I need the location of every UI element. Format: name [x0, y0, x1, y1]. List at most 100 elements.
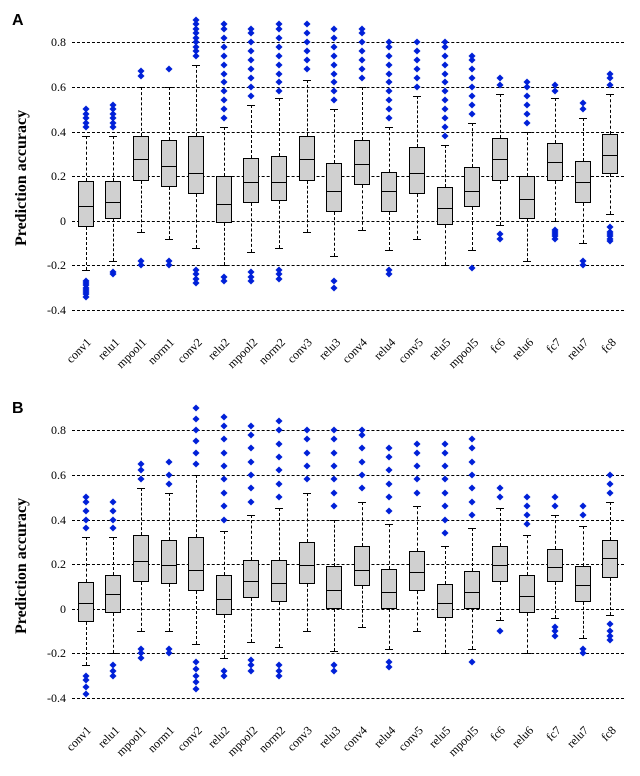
gridline	[72, 520, 624, 521]
outlier-point	[331, 52, 338, 59]
whisker-cap	[579, 526, 587, 527]
outlier-point	[82, 690, 89, 697]
outlier-point	[275, 43, 282, 50]
outlier-point	[82, 507, 89, 514]
whisker-cap	[385, 524, 393, 525]
outlier-point	[441, 79, 448, 86]
whisker-cap	[192, 248, 200, 249]
median-line	[410, 173, 424, 174]
whisker	[555, 181, 556, 221]
panel-label: A	[12, 12, 24, 30]
x-tick-label: fc6	[488, 723, 509, 744]
y-axis-label: Prediction accuracy	[13, 474, 31, 634]
box	[243, 560, 259, 598]
x-axis-labels: conv1relu1mpool1norm1conv2relu2mpool2nor…	[72, 312, 624, 360]
whisker-cap	[551, 98, 559, 99]
box	[216, 176, 232, 223]
plot-area	[72, 20, 624, 310]
whisker-cap	[358, 627, 366, 628]
outlier-point	[110, 101, 117, 108]
outlier-point	[413, 489, 420, 496]
whisker-cap	[165, 239, 173, 240]
outlier-point	[386, 79, 393, 86]
whisker-cap	[330, 109, 338, 110]
median-line	[493, 565, 507, 566]
whisker	[472, 528, 473, 570]
whisker	[251, 598, 252, 643]
outlier-point	[579, 99, 586, 106]
outlier-point	[358, 48, 365, 55]
outlier-point	[579, 650, 586, 657]
box	[299, 542, 315, 584]
whisker	[417, 194, 418, 239]
y-tick-label: 0.4	[36, 125, 66, 140]
box	[188, 136, 204, 194]
whisker	[583, 118, 584, 160]
gridline	[72, 221, 624, 222]
whisker	[445, 225, 446, 265]
whisker	[417, 591, 418, 631]
outlier-point	[441, 132, 448, 139]
outlier-point	[386, 663, 393, 670]
box	[299, 136, 315, 181]
median-line	[272, 182, 286, 183]
box	[354, 140, 370, 185]
median-line	[217, 204, 231, 205]
outlier-point	[303, 436, 310, 443]
outlier-point	[441, 503, 448, 510]
whisker-cap	[606, 502, 614, 503]
whisker	[527, 219, 528, 261]
whisker	[279, 602, 280, 647]
box	[409, 551, 425, 591]
x-tick-label: conv2	[174, 723, 205, 754]
whisker	[334, 109, 335, 163]
whisker	[445, 145, 446, 187]
outlier-point	[110, 507, 117, 514]
whisker	[224, 223, 225, 265]
whisker	[86, 537, 87, 582]
whisker	[196, 65, 197, 136]
outlier-point	[524, 503, 531, 510]
x-tick-label: conv4	[340, 723, 371, 754]
x-tick-label: mpool2	[224, 723, 261, 760]
outlier-point	[248, 668, 255, 675]
outlier-point	[579, 262, 586, 269]
whisker	[251, 515, 252, 560]
outlier-point	[441, 476, 448, 483]
whisker	[500, 508, 501, 546]
outlier-point	[275, 34, 282, 41]
outlier-point	[248, 471, 255, 478]
whisker-cap	[523, 653, 531, 654]
outlier-point	[193, 449, 200, 456]
whisker	[445, 618, 446, 654]
whisker	[224, 615, 225, 657]
x-tick-label: relu3	[315, 723, 343, 751]
whisker-cap	[165, 493, 173, 494]
whisker	[555, 98, 556, 143]
whisker-cap	[468, 528, 476, 529]
outlier-point	[469, 659, 476, 666]
outlier-point	[137, 262, 144, 269]
box	[602, 134, 618, 174]
outlier-point	[386, 106, 393, 113]
x-tick-label: relu7	[564, 335, 592, 363]
whisker-cap	[579, 638, 587, 639]
median-line	[410, 572, 424, 573]
outlier-point	[275, 454, 282, 461]
whisker	[307, 181, 308, 232]
outlier-point	[441, 462, 448, 469]
gridline	[72, 698, 624, 699]
outlier-point	[524, 101, 531, 108]
whisker-cap	[496, 508, 504, 509]
outlier-point	[524, 512, 531, 519]
x-tick-label: conv2	[174, 335, 205, 366]
outlier-point	[220, 88, 227, 95]
whisker-cap	[579, 243, 587, 244]
outlier-point	[524, 110, 531, 117]
outlier-point	[496, 235, 503, 242]
box	[105, 575, 121, 613]
outlier-point	[220, 277, 227, 284]
box	[133, 535, 149, 582]
box	[133, 136, 149, 181]
outlier-point	[413, 440, 420, 447]
